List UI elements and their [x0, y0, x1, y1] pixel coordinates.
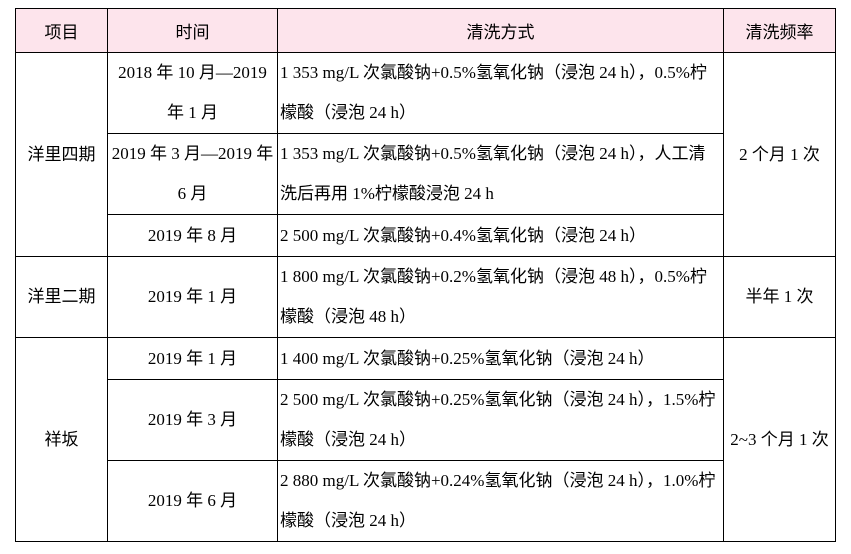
table-row: 洋里四期 2018 年 10 月—2019 年 1 月 1 353 mg/L 次… [15, 52, 836, 257]
header-method: 清洗方式 [277, 8, 724, 53]
time-cell: 2019 年 1 月 [107, 337, 278, 380]
project-cell: 洋里四期 [15, 52, 108, 257]
method-cell: 1 800 mg/L 次氯酸钠+0.2%氢氧化钠（浸泡 48 h），0.5%柠檬… [277, 256, 724, 338]
time-cell: 2019 年 3 月—2019 年 6 月 [107, 133, 278, 215]
method-cell: 2 500 mg/L 次氯酸钠+0.4%氢氧化钠（浸泡 24 h） [277, 214, 724, 257]
method-cell: 1 353 mg/L 次氯酸钠+0.5%氢氧化钠（浸泡 24 h），人工清洗后再… [277, 133, 724, 215]
cleaning-table: 项目 时间 清洗方式 清洗频率 洋里四期 2018 年 10 月—2019 年 … [15, 8, 836, 542]
frequency-cell: 2~3 个月 1 次 [723, 337, 836, 542]
time-cell: 2019 年 1 月 [107, 256, 278, 338]
header-row: 项目 时间 清洗方式 清洗频率 [15, 8, 836, 53]
time-cell: 2019 年 6 月 [107, 460, 278, 542]
header-time: 时间 [107, 8, 278, 53]
table-row: 2019 年 6 月 2 880 mg/L 次氯酸钠+0.24%氢氧化钠（浸泡 … [16, 460, 836, 542]
project-cell: 祥坂 [15, 337, 108, 542]
table-row: 2019 年 3 月 2 500 mg/L 次氯酸钠+0.25%氢氧化钠（浸泡 … [16, 379, 836, 461]
frequency-cell: 2 个月 1 次 [723, 52, 836, 257]
method-cell: 1 353 mg/L 次氯酸钠+0.5%氢氧化钠（浸泡 24 h），0.5%柠檬… [277, 52, 724, 134]
time-cell: 2019 年 3 月 [107, 379, 278, 461]
table-row: 祥坂 2019 年 1 月 1 400 mg/L 次氯酸钠+0.25%氢氧化钠（… [15, 337, 836, 542]
time-cell: 2018 年 10 月—2019 年 1 月 [107, 52, 278, 134]
time-cell: 2019 年 8 月 [107, 214, 278, 257]
header-frequency: 清洗频率 [723, 8, 836, 53]
method-cell: 1 400 mg/L 次氯酸钠+0.25%氢氧化钠（浸泡 24 h） [277, 337, 724, 380]
table-row: 洋里二期 2019 年 1 月 1 800 mg/L 次氯酸钠+0.2%氢氧化钠… [15, 256, 836, 338]
frequency-cell: 半年 1 次 [723, 256, 836, 338]
header-project: 项目 [15, 8, 108, 53]
method-cell: 2 500 mg/L 次氯酸钠+0.25%氢氧化钠（浸泡 24 h），1.5%柠… [277, 379, 724, 461]
table-row: 2019 年 3 月—2019 年 6 月 1 353 mg/L 次氯酸钠+0.… [16, 133, 836, 215]
method-cell: 2 880 mg/L 次氯酸钠+0.24%氢氧化钠（浸泡 24 h），1.0%柠… [277, 460, 724, 542]
project-cell: 洋里二期 [15, 256, 108, 338]
table-row: 2019 年 8 月 2 500 mg/L 次氯酸钠+0.4%氢氧化钠（浸泡 2… [16, 214, 836, 257]
